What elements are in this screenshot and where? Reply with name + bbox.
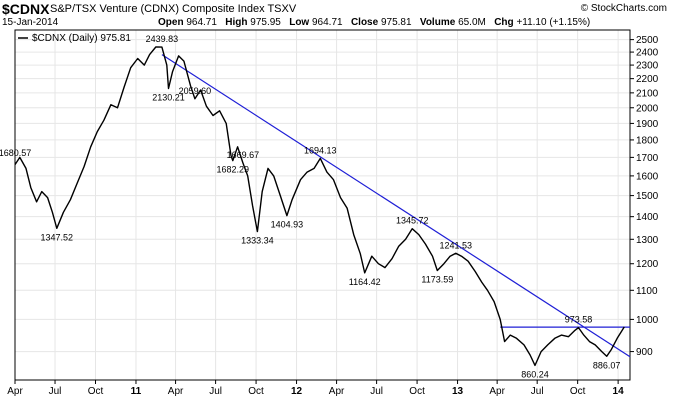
price-annotation: 1347.52 (41, 232, 74, 242)
price-annotation: 886.07 (593, 360, 621, 370)
price-annotation: 2130.21 (152, 92, 185, 102)
y-tick-label: 1700 (636, 153, 659, 164)
y-tick-label: 1500 (636, 191, 659, 202)
price-annotation: 1669.67 (227, 150, 260, 160)
close-label: Close (350, 17, 379, 28)
chart-date: 15-Jan-2014 (2, 17, 59, 28)
x-axis: Apr Jul Oct 11 Apr Jul Oct 12 Apr Jul Oct 13 Apr Jul O… (7, 380, 624, 397)
x-tick-label: Apr (329, 386, 345, 397)
low-value: 964.71 (312, 17, 343, 28)
price-annotation: 860.24 (521, 369, 549, 379)
price-annotation: 2439.83 (146, 34, 179, 44)
open-value: 964.71 (186, 17, 217, 28)
chg-value: +11.10 (+1.15%) (516, 17, 591, 28)
price-annotation: 1173.59 (421, 275, 453, 285)
y-tick-label: 1900 (636, 119, 659, 130)
close-value: 975.81 (380, 17, 412, 28)
x-tick-label: Apr (168, 386, 184, 397)
price-annotation: 973.58 (565, 315, 593, 325)
x-tick-label: 14 (613, 386, 625, 397)
open-label: Open (158, 17, 184, 28)
legend: $CDNX (Daily) 975.81 (18, 33, 131, 44)
y-tick-label: 1100 (636, 286, 658, 297)
plot-frame (14, 29, 631, 381)
y-tick-label: 2100 (636, 88, 659, 99)
price-annotation: 1241.53 (440, 240, 473, 250)
x-tick-label: 12 (291, 386, 303, 397)
y-tick-label: 1800 (636, 135, 659, 146)
price-annotation: 1680.57 (0, 148, 31, 158)
x-tick-label: 13 (452, 386, 464, 397)
y-tick-label: 2300 (636, 61, 659, 72)
price-annotation: 1333.34 (241, 236, 274, 246)
y-tick-label: 1000 (636, 315, 659, 326)
x-tick-label: 11 (131, 386, 142, 397)
y-tick-label: 1600 (636, 171, 659, 182)
price-annotation: 1345.72 (396, 216, 429, 226)
price-annotation: 1682.29 (216, 165, 249, 175)
y-tick-label: 1200 (636, 259, 659, 270)
line-layer (14, 46, 631, 367)
y-axis: 900 1000 1100 1200 1300 1400 1500 1600 1700 1800 1… (630, 35, 659, 358)
legend-label: $CDNX (Daily) 975.81 (32, 33, 131, 44)
x-tick-label: Apr (7, 386, 23, 397)
y-tick-label: 2200 (636, 74, 659, 85)
price-annotation: 1404.93 (271, 220, 304, 230)
y-tick-label: 1300 (636, 235, 659, 246)
index-name: S&P/TSX Venture (CDNX) Composite Index T… (50, 3, 297, 15)
high-label: High (225, 17, 248, 28)
x-tick-label: Oct (409, 386, 425, 397)
x-tick-label: Jul (49, 386, 62, 397)
low-label: Low (289, 17, 310, 28)
y-tick-label: 2000 (636, 103, 659, 114)
y-tick-label: 2400 (636, 48, 659, 59)
trendline (161, 54, 631, 358)
x-tick-label: Oct (570, 386, 586, 397)
x-tick-label: Oct (88, 386, 104, 397)
volume-value: 65.0M (458, 17, 486, 28)
copyright-notice: © StockCharts.com (580, 3, 667, 14)
x-tick-label: Oct (248, 386, 264, 397)
price-annotation: 2059.60 (179, 86, 212, 96)
price-annotation: 1694.13 (304, 145, 337, 155)
high-value: 975.95 (250, 17, 281, 28)
chart-symbol: $CDNX (2, 1, 50, 17)
y-tick-label: 1400 (636, 212, 659, 223)
volume-label: Volume (419, 17, 456, 28)
y-tick-label: 2500 (636, 35, 659, 46)
x-tick-label: Jul (209, 386, 222, 397)
price-annotation: 1164.42 (349, 277, 381, 287)
x-tick-label: Jul (370, 386, 383, 397)
chg-label: Chg (494, 17, 514, 28)
price-line (14, 46, 625, 367)
ohlc-readout: Open 964.71 High 975.95 Low 964.71 Close… (158, 18, 590, 28)
x-tick-label: Jul (531, 386, 544, 397)
x-tick-label: Apr (489, 386, 505, 397)
y-tick-label: 900 (636, 347, 653, 358)
